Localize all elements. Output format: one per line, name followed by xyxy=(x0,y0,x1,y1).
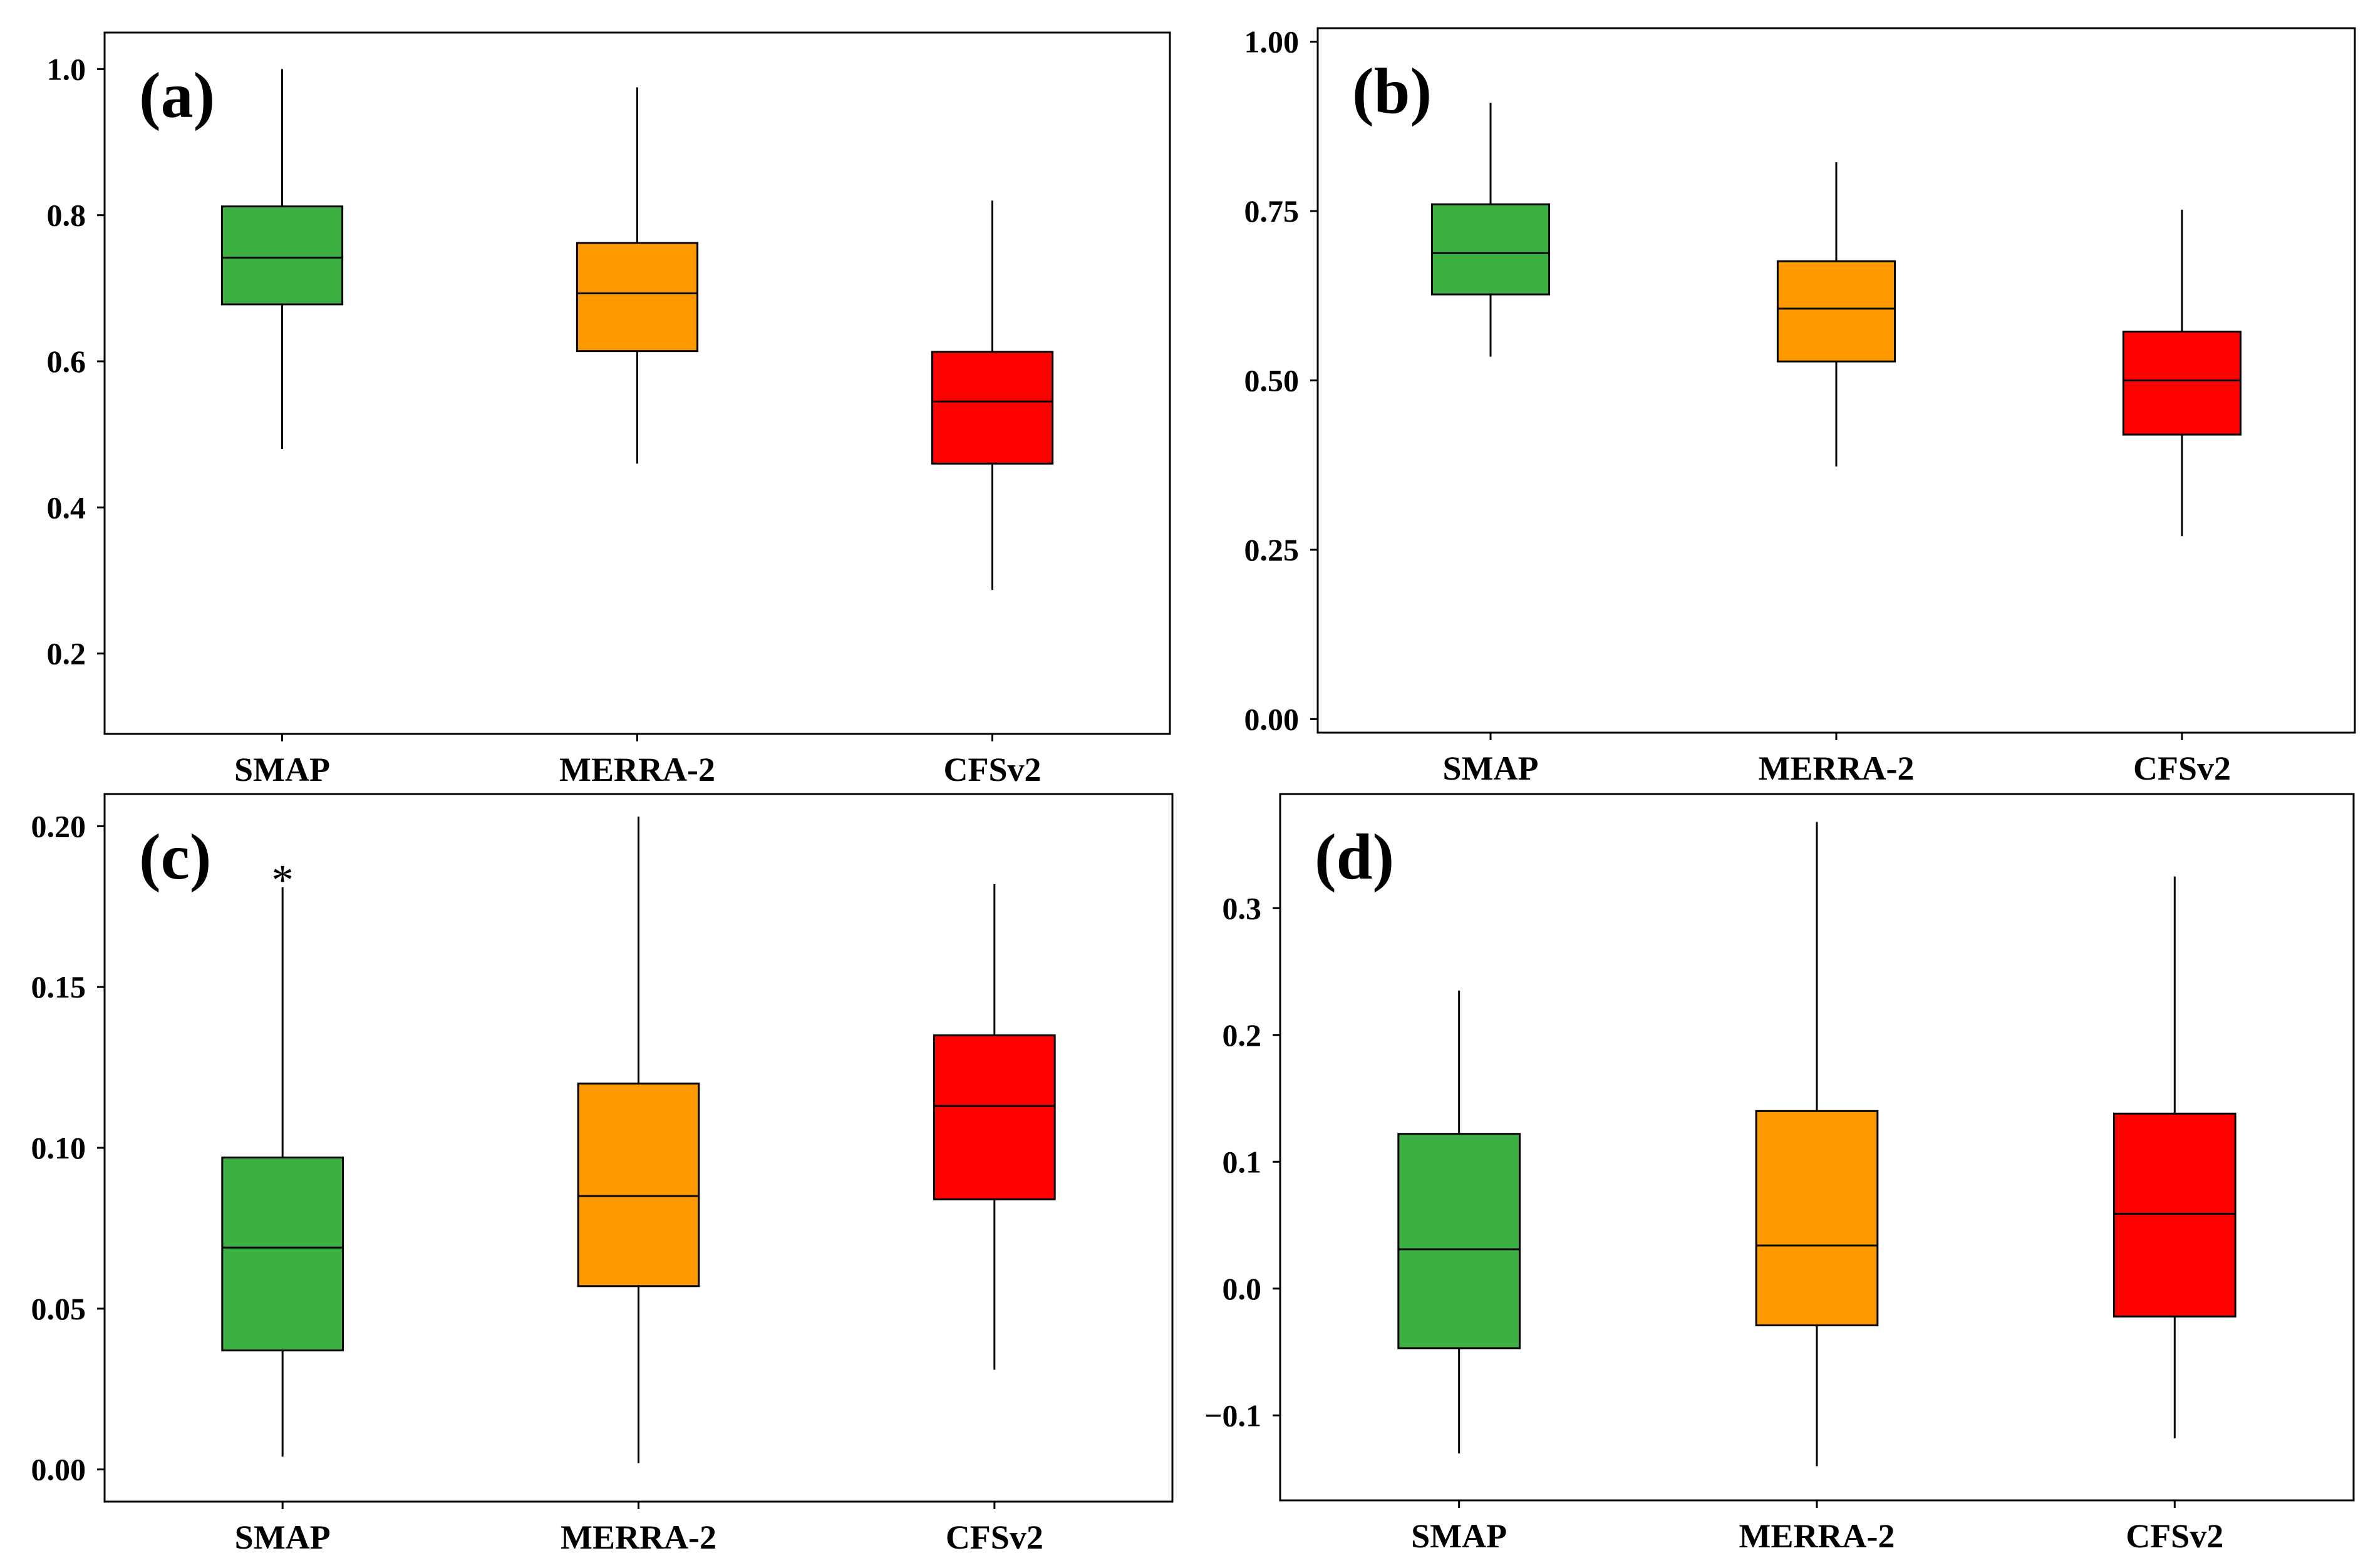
box-cfsv2 xyxy=(2122,209,2242,537)
x-tick-label-cfsv2: CFSv2 xyxy=(2126,1517,2223,1555)
box-cfsv2 xyxy=(931,200,1054,591)
x-tick-label-merra-2: MERRA-2 xyxy=(559,751,715,788)
box-smap xyxy=(1397,990,1521,1454)
box-smap xyxy=(221,887,344,1457)
box-smap xyxy=(220,69,344,449)
outlier-marker: * xyxy=(272,856,294,904)
panel-d: −0.1 0.0 0.1 0.2 0.3 SMAP MERRA-2 CFSv2 (d) xyxy=(1204,793,2355,1555)
y-tick-label: −0.1 xyxy=(1204,1398,1261,1433)
iqr-box xyxy=(2122,331,2242,436)
y-tick-label: 0.10 xyxy=(31,1130,86,1165)
iqr-box xyxy=(1776,260,1896,363)
x-tick-label-smap: SMAP xyxy=(234,751,330,788)
y-tick-label: 0.50 xyxy=(1244,363,1300,398)
box-cfsv2 xyxy=(933,884,1056,1370)
box-merra-2 xyxy=(576,87,699,464)
box-merra-2 xyxy=(577,816,700,1463)
iqr-box xyxy=(220,205,344,306)
iqr-box xyxy=(577,1082,700,1287)
box-merra-2 xyxy=(1755,822,1879,1467)
x-tick-label-merra-2: MERRA-2 xyxy=(1739,1517,1895,1555)
iqr-box xyxy=(2112,1112,2236,1318)
y-tick-label: 0.0 xyxy=(1223,1271,1262,1306)
y-tick-label: 0.00 xyxy=(31,1452,86,1487)
y-tick-label: 0.4 xyxy=(47,490,86,525)
y-tick-label: 0.75 xyxy=(1244,193,1300,229)
y-tick-label: 0.3 xyxy=(1223,890,1262,926)
iqr-box xyxy=(576,242,699,353)
x-tick-label-merra-2: MERRA-2 xyxy=(561,1519,716,1556)
iqr-box xyxy=(931,351,1054,465)
box-merra-2 xyxy=(1776,162,1896,467)
iqr-box xyxy=(1755,1110,1879,1327)
panel-a: 0.2 0.4 0.6 0.8 1.0 SMAP MERRA-2 CFSv2 (a) xyxy=(47,31,1171,788)
x-tick-label-smap: SMAP xyxy=(1443,750,1539,787)
x-tick-label-cfsv2: CFSv2 xyxy=(946,1519,1043,1556)
box-cfsv2 xyxy=(2112,876,2236,1438)
panel-label: (c) xyxy=(139,821,211,893)
x-tick-label-cfsv2: CFSv2 xyxy=(2133,750,2231,787)
y-tick-label: 1.0 xyxy=(47,51,86,86)
iqr-box xyxy=(933,1034,1056,1200)
y-tick-label: 0.6 xyxy=(47,344,86,379)
x-tick-label-smap: SMAP xyxy=(235,1519,331,1556)
x-tick-label-smap: SMAP xyxy=(1411,1517,1507,1555)
panel-c: 0.00 0.05 0.10 0.15 0.20 SMAP MERRA-2 CFSv2 * (c) xyxy=(31,793,1174,1556)
y-tick-label: 0.15 xyxy=(31,969,86,1004)
box-smap xyxy=(1430,102,1551,357)
panel-label: (d) xyxy=(1315,821,1394,893)
y-tick-label: 0.2 xyxy=(1223,1018,1262,1053)
y-tick-label: 1.00 xyxy=(1244,24,1300,59)
y-tick-label: 0.8 xyxy=(47,198,86,233)
panel-b: 0.00 0.25 0.50 0.75 1.00 SMAP MERRA-2 CFSv2 (b) xyxy=(1244,24,2356,787)
panel-label: (b) xyxy=(1352,55,1432,127)
y-tick-label: 0.25 xyxy=(1244,532,1300,567)
iqr-box xyxy=(1397,1133,1521,1349)
y-tick-label: 0.20 xyxy=(31,808,86,843)
panel-label: (a) xyxy=(139,59,215,132)
x-tick-label-merra-2: MERRA-2 xyxy=(1759,750,1915,787)
y-tick-label: 0.1 xyxy=(1223,1144,1262,1179)
iqr-box xyxy=(221,1156,344,1352)
y-tick-label: 0.00 xyxy=(1244,701,1300,736)
x-tick-label-cfsv2: CFSv2 xyxy=(943,751,1041,788)
iqr-box xyxy=(1430,203,1551,296)
y-tick-label: 0.05 xyxy=(31,1291,86,1326)
y-tick-label: 0.2 xyxy=(47,636,86,671)
